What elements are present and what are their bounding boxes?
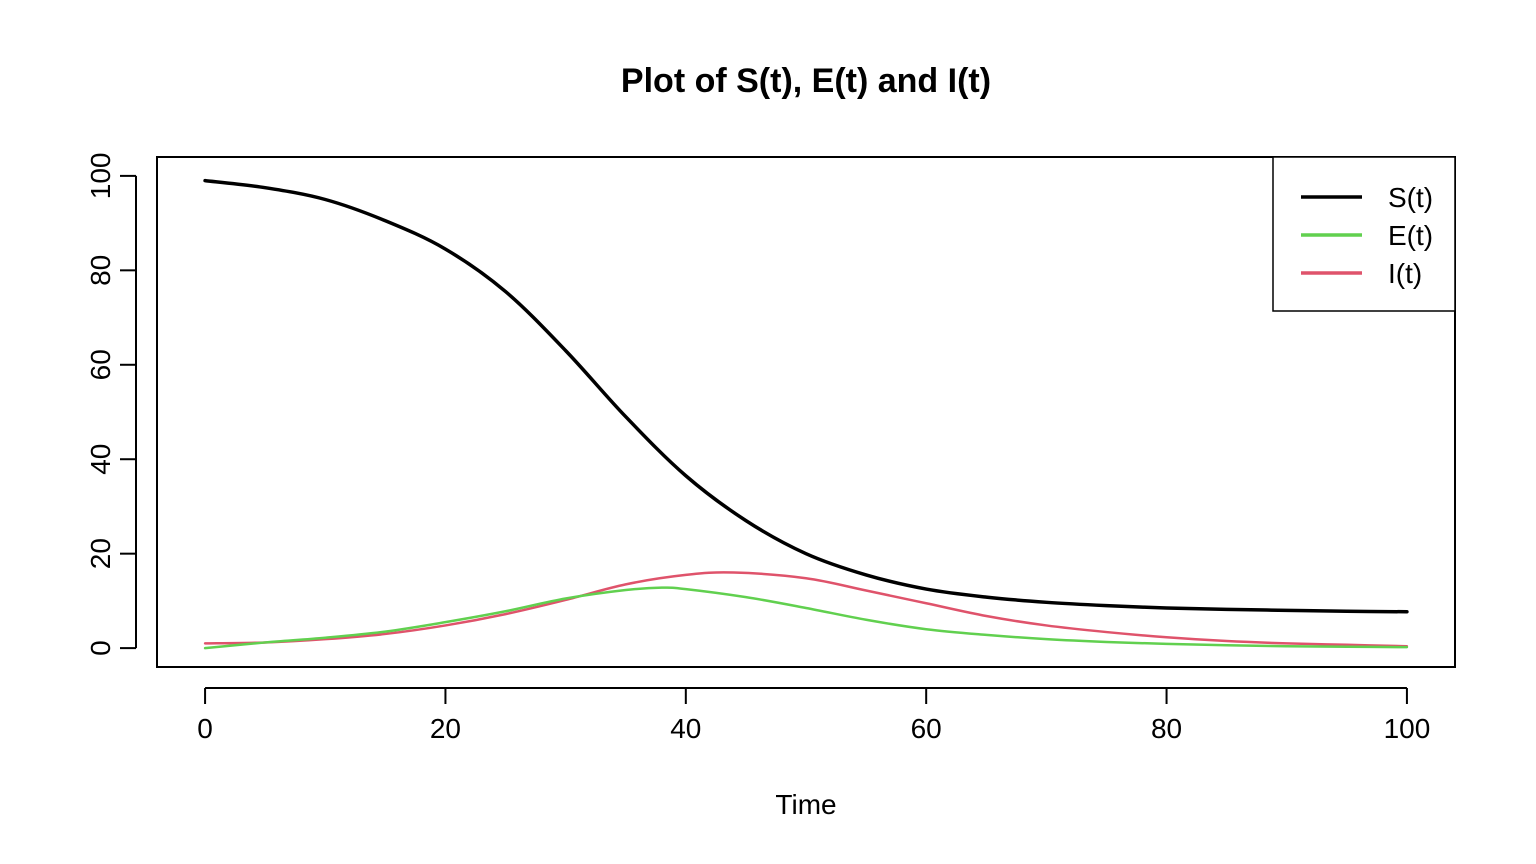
x-axis: 0 20 40 60 80 100 — [197, 687, 1431, 744]
x-tick-label: 100 — [1384, 713, 1431, 744]
y-tick-label: 0 — [85, 640, 116, 656]
x-tick-label: 80 — [1151, 713, 1182, 744]
x-tick-label: 60 — [911, 713, 942, 744]
chart-title: Plot of S(t), E(t) and I(t) — [621, 62, 991, 100]
x-tick-label: 40 — [670, 713, 701, 744]
series-line-e — [203, 586, 1409, 650]
legend-label-i: I(t) — [1388, 258, 1422, 289]
y-tick-label: 20 — [85, 538, 116, 569]
series-layer — [203, 178, 1409, 650]
series-line-i — [203, 571, 1409, 648]
y-axis: 0 20 40 60 80 100 — [85, 153, 137, 656]
x-tick-label: 0 — [197, 713, 213, 744]
legend-label-s: S(t) — [1388, 182, 1433, 213]
y-tick-label: 40 — [85, 444, 116, 475]
legend: S(t) E(t) I(t) — [1272, 156, 1456, 312]
x-tick-label: 20 — [430, 713, 461, 744]
plot-frame — [156, 156, 1456, 668]
series-line-s — [203, 178, 1409, 614]
y-tick-label: 100 — [85, 153, 116, 200]
legend-label-e: E(t) — [1388, 220, 1433, 251]
y-tick-label: 60 — [85, 349, 116, 380]
x-axis-label: Time — [775, 789, 836, 820]
y-tick-label: 80 — [85, 255, 116, 286]
